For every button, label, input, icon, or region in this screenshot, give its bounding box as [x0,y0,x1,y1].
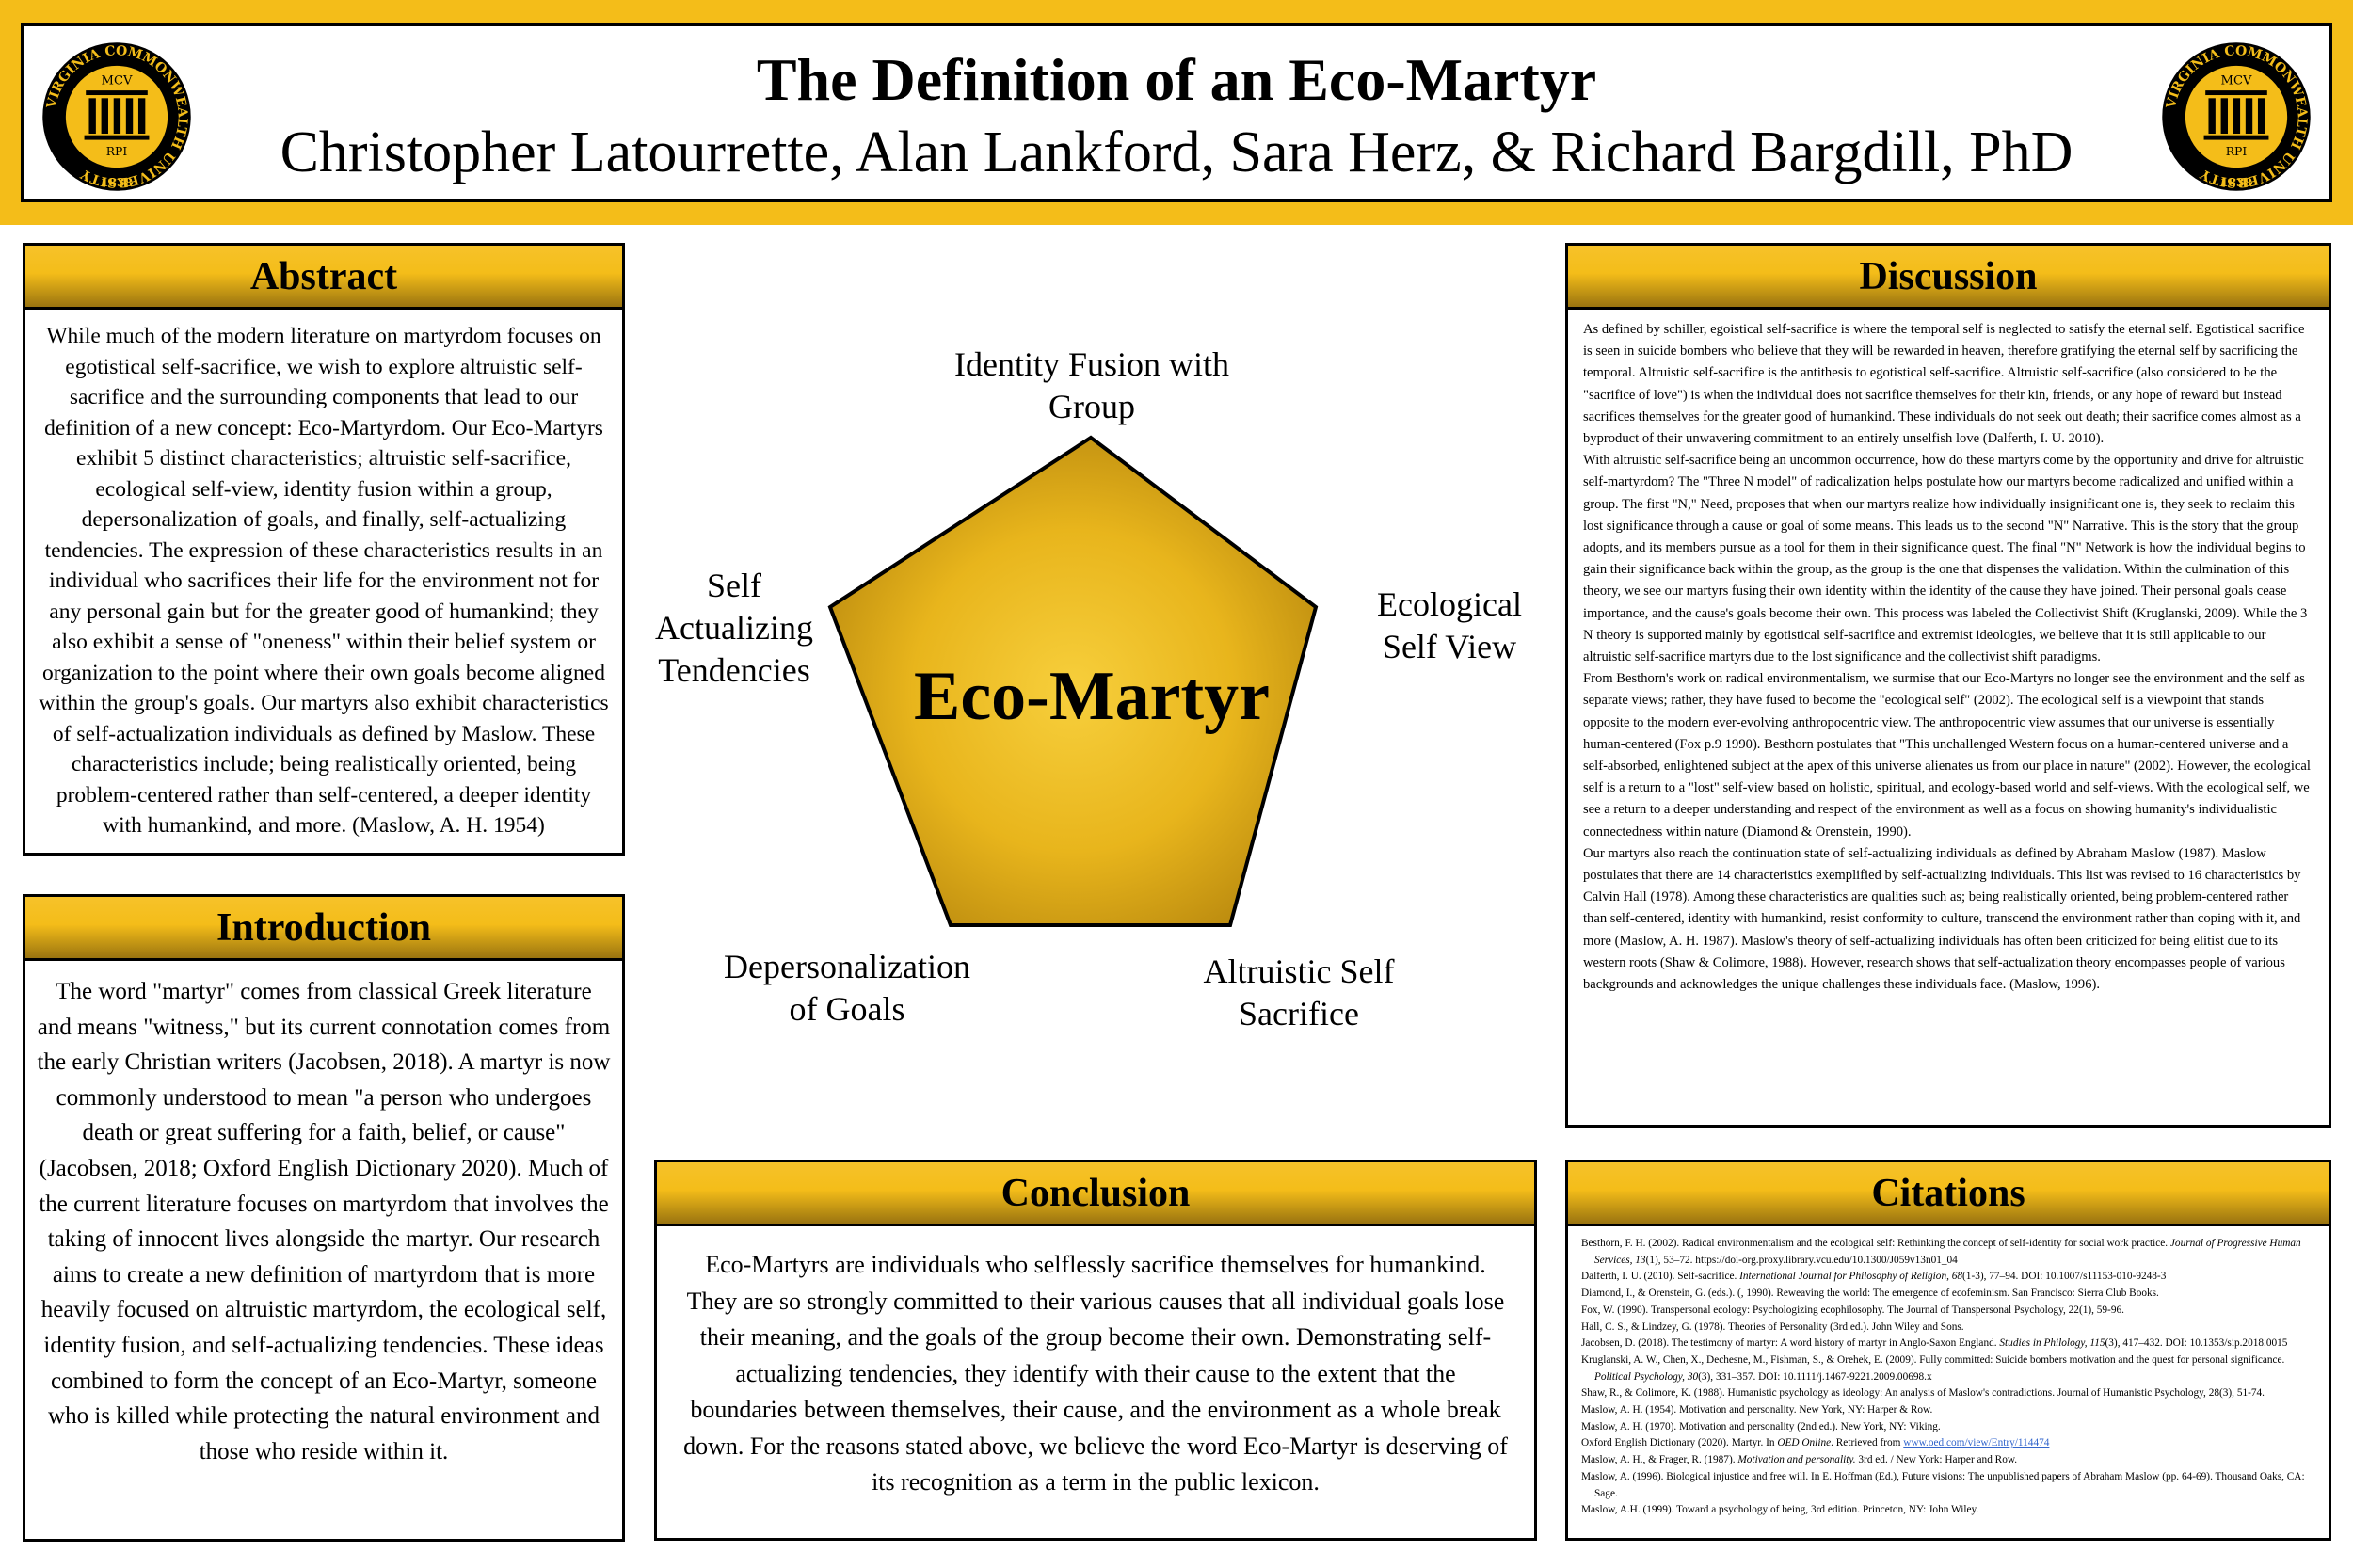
citation-entry: Maslow, A. H., & Frager, R. (1987). Moti… [1581,1454,2018,1466]
svg-text:1838: 1838 [2220,175,2252,189]
svg-text:1838: 1838 [101,175,133,189]
discussion-body: As defined by schiller, egoistical self-… [1568,310,2329,1005]
citation-entry: Oxford English Dictionary (2020). Martyr… [1581,1437,2050,1449]
citation-entry: Hall, C. S., & Lindzey, G. (1978). Theor… [1581,1320,1964,1333]
citation-entry: Jacobsen, D. (2018). The testimony of ma… [1581,1337,2288,1350]
citation-entry: Maslow, A.H. (1999). Toward a psychology… [1581,1504,1979,1516]
label-identity-fusion: Identity Fusion with Group [953,345,1229,425]
header-box: VIRGINIA COMMONWEALTH UNIVERSITY MCV RPI… [21,23,2332,202]
svg-text:RPI: RPI [2226,145,2248,158]
discussion-paragraph: As defined by schiller, egoistical self-… [1583,322,2305,447]
citation-entry: Shaw, R., & Colimore, K. (1988). Humanis… [1581,1387,2265,1400]
discussion-heading: Discussion [1568,246,2329,310]
discussion-paragraph: With altruistic self-sacrifice being an … [1583,453,2308,665]
citation-entry: Maslow, A. H. (1970). Motivation and per… [1581,1420,1941,1432]
citation-entry: Maslow, A. H. (1954). Motivation and per… [1581,1404,1933,1416]
pentagon-shape [827,435,1319,927]
label-self-actualizing: Self Actualizing Tendencies [655,567,813,689]
introduction-text: The word "martyr" comes from classical G… [37,979,611,1464]
abstract-panel: Abstract While much of the modern litera… [23,243,625,856]
discussion-paragraph: From Besthorn's work on radical environm… [1583,671,2311,840]
svg-text:MCV: MCV [2221,74,2252,88]
pentagon-svg [827,435,1319,927]
citation-entry: Maslow, A. (1996). Biological injustice … [1581,1470,2305,1499]
vcu-seal-logo-left: VIRGINIA COMMONWEALTH UNIVERSITY MCV RPI… [42,42,191,191]
discussion-panel: Discussion As defined by schiller, egois… [1565,243,2331,1128]
citations-panel: Citations Besthorn, F. H. (2002). Radica… [1565,1160,2331,1541]
citation-link[interactable]: www.oed.com/view/Entry/114474 [1903,1437,2050,1449]
conclusion-text: Eco-Martyrs are individuals who selfless… [683,1251,1508,1496]
introduction-heading: Introduction [25,897,622,961]
citation-entry: Kruglanski, A. W., Chen, X., Dechesne, M… [1581,1353,2285,1383]
abstract-heading: Abstract [25,246,622,310]
poster-title: The Definition of an Eco-Martyr [756,46,1597,113]
conclusion-panel: Conclusion Eco-Martyrs are individuals w… [654,1160,1537,1541]
introduction-panel: Introduction The word "martyr" comes fro… [23,894,625,1542]
citation-entry: Fox, W. (1990). Transpersonal ecology: P… [1581,1304,2124,1316]
abstract-text: While much of the modern literature on m… [39,324,609,838]
svg-text:RPI: RPI [106,145,128,158]
label-altruistic-self-sacrifice: Altruistic Self Sacrifice [1203,952,1395,1032]
vcu-seal-logo-right: VIRGINIA COMMONWEALTH UNIVERSITY MCV RPI… [2162,42,2311,191]
conclusion-heading: Conclusion [657,1162,1534,1226]
label-depersonalization-of-goals: Depersonalization of Goals [724,948,970,1028]
header-band: VIRGINIA COMMONWEALTH UNIVERSITY MCV RPI… [0,0,2353,225]
citation-list: Besthorn, F. H. (2002). Radical environm… [1568,1226,2329,1528]
citation-entry: Diamond, I., & Orenstein, G. (eds.). (, … [1581,1288,2159,1300]
citations-heading: Citations [1568,1162,2329,1226]
citation-entry: Dalferth, I. U. (2010). Self-sacrifice. … [1581,1271,2167,1283]
discussion-paragraph: Our martyrs also reach the continuation … [1583,845,2301,993]
poster-authors: Christopher Latourrette, Alan Lankford, … [280,120,2073,184]
svg-text:MCV: MCV [102,74,133,88]
diagram-center-label: Eco-Martyr [913,658,1271,735]
citation-entry: Besthorn, F. H. (2002). Radical environm… [1581,1238,2301,1266]
label-ecological-self-view: Ecological Self View [1377,585,1522,665]
eco-martyr-diagram: Eco-Martyr Identity Fusion with Group Ec… [640,325,1544,1040]
